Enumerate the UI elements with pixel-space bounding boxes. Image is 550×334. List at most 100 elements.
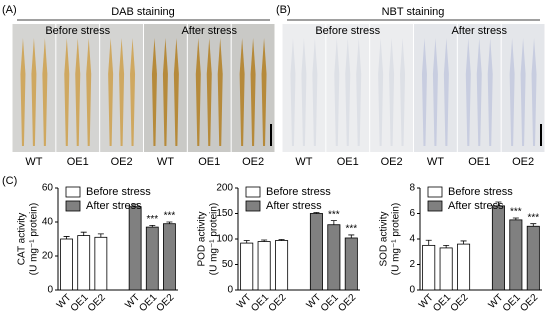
y-axis-label: (U mg⁻¹ protein)	[391, 203, 402, 276]
photo-label: OE2	[512, 156, 534, 168]
legend-swatch	[427, 200, 443, 212]
y-tick-label: 200	[216, 183, 233, 194]
y-tick-label: 100	[216, 234, 233, 245]
bar	[240, 242, 254, 291]
bar	[509, 219, 523, 291]
leaf	[195, 38, 201, 146]
bar	[94, 236, 108, 291]
error-bar	[530, 223, 537, 227]
leaf	[443, 38, 449, 146]
panel-label: (A)	[2, 4, 17, 16]
legend-swatch	[245, 200, 261, 212]
bar	[257, 241, 271, 291]
error-bar	[330, 220, 337, 225]
bar	[457, 243, 471, 291]
photo-label: OE2	[111, 156, 133, 168]
photo-label: OE2	[381, 156, 403, 168]
y-axis-label: POD activity	[197, 211, 208, 266]
leaf	[421, 38, 427, 146]
leaf	[119, 38, 125, 146]
error-bar	[132, 203, 139, 207]
panel-label: (B)	[276, 4, 291, 16]
x-tick-label: OE2	[336, 292, 358, 314]
x-tick-label: OE2	[154, 292, 176, 314]
bar	[128, 206, 142, 291]
error-bar	[63, 236, 70, 239]
x-tick-label: OE1	[319, 292, 341, 314]
group-label: After stress	[451, 25, 507, 37]
panel-title: DAB staining	[111, 6, 175, 18]
y-axis-label: SOD activity	[379, 211, 390, 266]
leaf	[86, 38, 92, 146]
leaf	[250, 38, 256, 146]
bar	[491, 205, 505, 291]
legend-swatch	[245, 186, 261, 198]
bar	[344, 237, 358, 291]
leaf	[432, 38, 438, 146]
x-tick-label: OE1	[137, 292, 159, 314]
y-tick-label: 4	[409, 234, 415, 245]
y-axis-label: CAT activity	[17, 213, 28, 265]
leaf	[334, 38, 340, 146]
x-tick-label: OE1	[501, 292, 523, 314]
leaf	[465, 38, 471, 146]
photo-label: OE1	[468, 156, 490, 168]
error-bar	[512, 217, 519, 220]
significance: ***	[164, 211, 176, 222]
group-label: Before stress	[45, 25, 110, 37]
group-label: After stress	[181, 25, 237, 37]
error-bar	[97, 233, 104, 238]
legend-label: After stress	[266, 200, 322, 212]
x-tick-label: OE2	[518, 292, 540, 314]
leaf	[531, 38, 537, 146]
bar	[145, 226, 159, 291]
leaf	[312, 38, 318, 146]
leaf	[239, 38, 245, 146]
bar	[422, 244, 436, 291]
error-bar	[149, 225, 156, 228]
panel-label: (C)	[2, 175, 17, 187]
leaf	[75, 38, 81, 146]
legend-label: After stress	[86, 200, 142, 212]
x-tick-label: OE2	[449, 292, 471, 314]
leaf	[400, 38, 406, 146]
significance: ***	[345, 224, 357, 235]
leaf	[301, 38, 307, 146]
legend-label: After stress	[448, 200, 504, 212]
leaf	[476, 38, 482, 146]
error-bar	[313, 212, 320, 214]
leaf	[356, 38, 362, 146]
significance: ***	[510, 207, 522, 218]
y-tick-label: 40	[42, 217, 54, 228]
error-bar	[348, 234, 355, 238]
leaf	[206, 38, 212, 146]
leaf	[378, 38, 384, 146]
leaf	[108, 38, 114, 146]
bar	[309, 213, 323, 291]
leaf	[31, 38, 37, 146]
legend-label: Before stress	[448, 186, 513, 198]
leaf	[42, 38, 48, 146]
error-bar	[460, 240, 467, 245]
x-tick-label: OE1	[69, 292, 91, 314]
legend-swatch	[65, 186, 81, 198]
group-label: Before stress	[315, 25, 380, 37]
photo-label: OE1	[337, 156, 359, 168]
error-bar	[278, 239, 285, 241]
legend-swatch	[65, 200, 81, 212]
x-tick-label: OE2	[267, 292, 289, 314]
x-tick-label: OE1	[431, 292, 453, 314]
bar	[275, 240, 289, 291]
significance: ***	[328, 209, 340, 220]
y-tick-label: 6	[409, 208, 415, 219]
bar	[439, 247, 453, 291]
legend-swatch	[427, 186, 443, 198]
y-tick-label: 0	[227, 285, 233, 296]
leaf	[20, 38, 26, 146]
y-tick-label: 150	[216, 208, 233, 219]
bar	[163, 223, 176, 291]
error-bar	[443, 244, 450, 248]
leaf	[487, 38, 493, 146]
x-tick-label: OE2	[86, 292, 108, 314]
leaf	[520, 38, 526, 146]
